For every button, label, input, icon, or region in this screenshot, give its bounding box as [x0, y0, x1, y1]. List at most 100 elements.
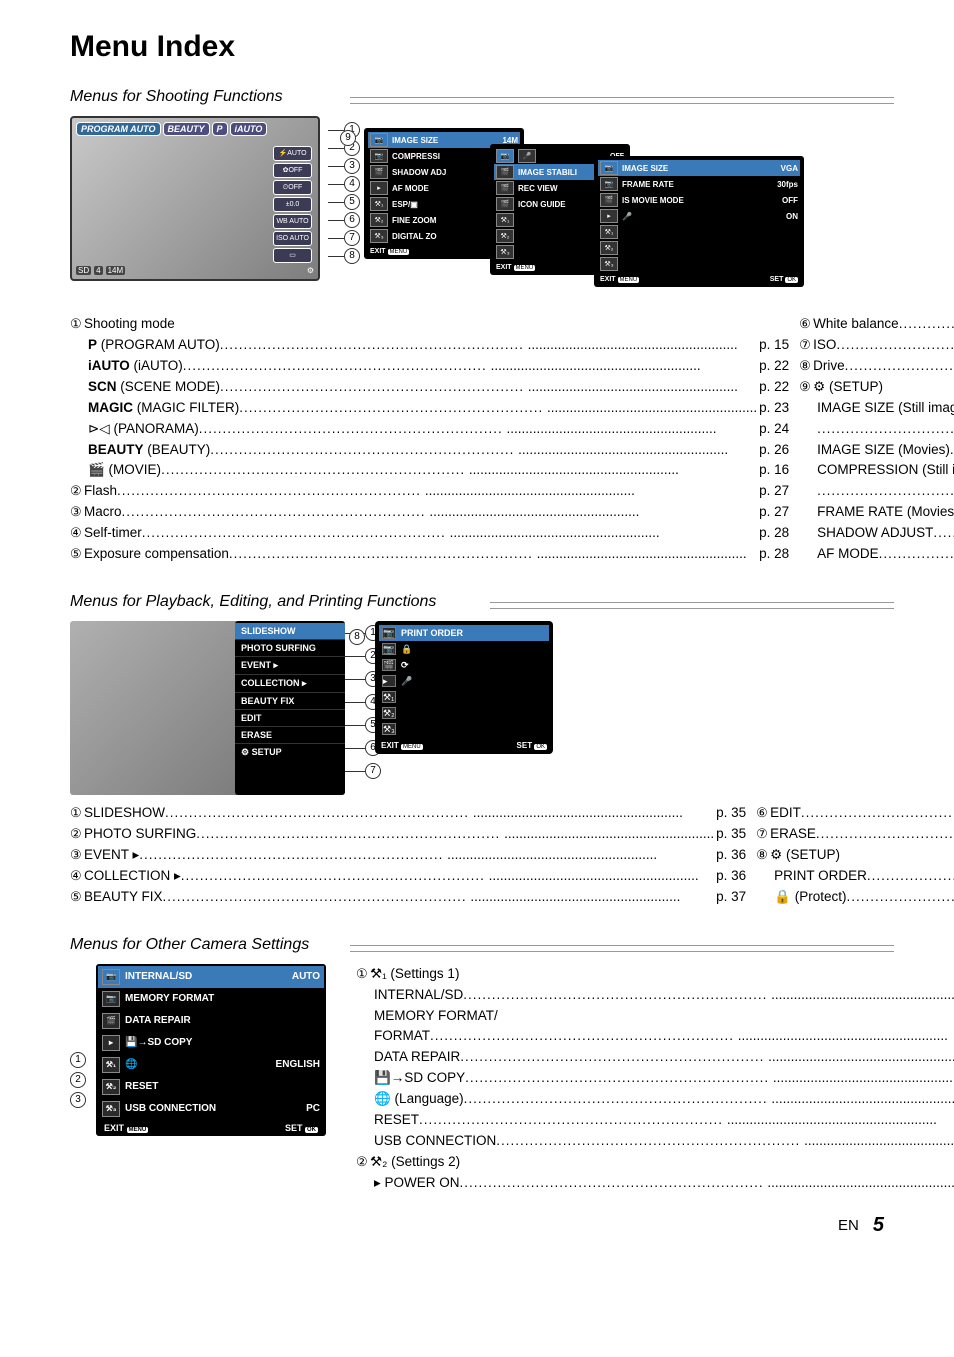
panel-row: ▸🎤ON [598, 208, 800, 224]
other-settings-panel: 📷INTERNAL/SDAUTO📷MEMORY FORMAT🎬DATA REPA… [96, 964, 326, 1136]
index-entry: PRINT ORDER ............................… [756, 866, 954, 887]
index-entry: SCN (SCENE MODE) .......................… [70, 377, 789, 398]
index-entry: IMAGE SIZE (Movies) ....................… [799, 440, 954, 461]
playback-section-title: Menus for Playback, Editing, and Printin… [70, 593, 884, 611]
index-entry: ........................................… [799, 419, 954, 440]
index-entry: ⑦ERASE .................................… [756, 824, 954, 845]
index-entry: ⑤Exposure compensation .................… [70, 544, 789, 565]
index-entry: FORMAT .................................… [356, 1026, 954, 1047]
index-entry: IMAGE SIZE (Still images) [799, 398, 954, 419]
index-entry: COMPRESSION (Still images) [799, 460, 954, 481]
index-entry: ③Macro .................................… [70, 502, 789, 523]
mode-chip: BEAUTY [163, 122, 210, 136]
index-entry: ①Shooting mode [70, 314, 789, 335]
footer-lang: EN [838, 1217, 859, 1234]
panel-row: 📷IMAGE SIZEVGA [598, 160, 800, 176]
lcd-preview: PROGRAM AUTOBEAUTYPiAUTO ⚡AUTO ✿OFF ⏲OFF ±0… [70, 116, 320, 281]
os-panel-row: ⚒₂RESET [98, 1076, 324, 1098]
pb-callout: 7 [365, 763, 381, 779]
lcd-setting-pill: ±0.0 [273, 197, 312, 212]
playback-menu-item: PHOTO SURFING [235, 639, 345, 656]
count-badge: 4 [94, 266, 102, 275]
playback-menu: SLIDESHOWPHOTO SURFINGEVENT ▸COLLECTION … [235, 621, 345, 795]
shooting-index: ①Shooting modeP (PROGRAM AUTO) .........… [70, 314, 884, 565]
lcd-setting-pill: ✿OFF [273, 163, 312, 178]
panel-row: 📷FRAME RATE30fps [598, 176, 800, 192]
os-col2: ①⚒₁ (Settings 1)INTERNAL/SD ............… [356, 964, 954, 1194]
index-entry: FRAME RATE (Movies) ....................… [799, 502, 954, 523]
os-panel-row: ⚒₃USB CONNECTIONPC [98, 1098, 324, 1120]
index-entry: ④COLLECTION ▸ ..........................… [70, 866, 746, 887]
mode-chip: PROGRAM AUTO [76, 122, 161, 136]
shoot-col2: ⑥White balance .........................… [799, 314, 954, 565]
playback-panel-8: 8 📷PRINT ORDER📷🔒🎬⟳▸🎤⚒₁⚒₂⚒₃EXIT MENUSET O… [375, 621, 553, 754]
os-panel-row: ▸💾→SD COPY [98, 1032, 324, 1054]
playback-preview: SLIDESHOWPHOTO SURFINGEVENT ▸COLLECTION … [70, 621, 345, 795]
lcd-setting-pill: WB AUTO [273, 214, 312, 229]
index-entry: SHADOW ADJUST ..........................… [799, 523, 954, 544]
lcd-setting-pill: ISO AUTO [273, 231, 312, 246]
index-entry: RESET ..................................… [356, 1110, 954, 1131]
mode-chip: P [212, 122, 228, 136]
playback-top-row: SLIDESHOWPHOTO SURFINGEVENT ▸COLLECTION … [70, 621, 884, 795]
lcd-setting-pill: ⚡AUTO [273, 146, 312, 161]
index-entry: ⑤BEAUTY FIX ............................… [70, 887, 746, 908]
index-entry: ........................................… [799, 481, 954, 502]
index-entry: BEAUTY (BEAUTY) ........................… [70, 440, 789, 461]
playback-menu-item: COLLECTION ▸ [235, 674, 345, 692]
index-entry: ⑥White balance .........................… [799, 314, 954, 335]
index-entry: ▸ POWER ON .............................… [356, 1173, 954, 1194]
index-entry: 💾→SD COPY ..............................… [356, 1068, 954, 1089]
index-entry: ④Self-timer ............................… [70, 523, 789, 544]
index-entry: ②PHOTO SURFING .........................… [70, 824, 746, 845]
other-top-row: 📷INTERNAL/SDAUTO📷MEMORY FORMAT🎬DATA REPA… [70, 964, 884, 1194]
playback-menu-item: ⚙ SETUP [235, 743, 345, 761]
index-entry: ②Flash .................................… [70, 481, 789, 502]
panel-row: ⚒₂ [598, 240, 800, 256]
index-entry: ①⚒₁ (Settings 1) [356, 964, 954, 985]
os-panel-row: ⚒₁🌐ENGLISH [98, 1054, 324, 1076]
index-entry: INTERNAL/SD ............................… [356, 985, 954, 1006]
shooting-top-row: PROGRAM AUTOBEAUTYPiAUTO ⚡AUTO ✿OFF ⏲OFF ±0… [70, 116, 884, 296]
page-title: Menu Index [70, 30, 884, 64]
pb-col2: ⑥EDIT ..................................… [756, 803, 954, 908]
panel-row: ⚒₁ [598, 224, 800, 240]
index-entry: ⑥EDIT ..................................… [756, 803, 954, 824]
index-entry: iAUTO (iAUTO) ..........................… [70, 356, 789, 377]
index-entry: ⑧Drive .................................… [799, 356, 954, 377]
callout-9: 9 [340, 130, 356, 146]
index-entry: ③EVENT ▸ ...............................… [70, 845, 746, 866]
lcd-setting-pill: ▭ [273, 248, 312, 263]
index-entry: ①SLIDESHOW .............................… [70, 803, 746, 824]
index-entry: ⑦ISO ...................................… [799, 335, 954, 356]
index-entry: P (PROGRAM AUTO) .......................… [70, 335, 789, 356]
os-panel-row: 📷INTERNAL/SDAUTO [98, 966, 324, 988]
shooting-section-title: Menus for Shooting Functions [70, 88, 884, 106]
lcd-setting-pill: ⏲OFF [273, 180, 312, 195]
playback-index: ①SLIDESHOW .............................… [70, 803, 884, 908]
panel-c: 📷IMAGE SIZEVGA📷FRAME RATE30fps🎬IS MOVIE … [594, 156, 804, 287]
callout-os-2: 2 [70, 1072, 86, 1088]
playback-menu-item: BEAUTY FIX [235, 692, 345, 709]
index-entry: MEMORY FORMAT/ [356, 1006, 954, 1027]
index-entry: ⊳◁ (PANORAMA) ..........................… [70, 419, 789, 440]
panel-row: 🎬IS MOVIE MODEOFF [598, 192, 800, 208]
playback-menu-item: ERASE [235, 726, 345, 743]
os-panel-row: 📷MEMORY FORMAT [98, 988, 324, 1010]
other-section-title: Menus for Other Camera Settings [70, 936, 884, 954]
callout-os-1: 1 [70, 1052, 86, 1068]
index-entry: 🌐 (Language) ...........................… [356, 1089, 954, 1110]
index-entry: 🎬 (MOVIE) ..............................… [70, 460, 789, 481]
setup-panels: 9 📷IMAGE SIZE14M📷COMPRESSI🎬SHADOW ADJ▸AF… [340, 116, 884, 296]
mode-chip: iAUTO [230, 122, 268, 136]
callout-os-3: 3 [70, 1092, 86, 1108]
playback-menu-item: EDIT [235, 709, 345, 726]
index-entry: ⑧⚙ (SETUP) [756, 845, 954, 866]
gear-icon: ⚙ [307, 266, 314, 275]
page-footer: EN 5 [70, 1214, 884, 1237]
shoot-col1: ①Shooting modeP (PROGRAM AUTO) .........… [70, 314, 789, 565]
index-entry: MAGIC (MAGIC FILTER) ...................… [70, 398, 789, 419]
playback-menu-item: SLIDESHOW [235, 623, 345, 639]
index-entry: USB CONNECTION .........................… [356, 1131, 954, 1152]
index-entry: ②⚒₂ (Settings 2) [356, 1152, 954, 1173]
